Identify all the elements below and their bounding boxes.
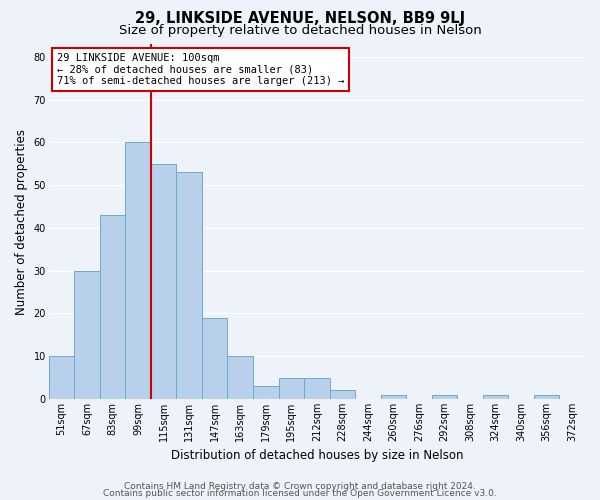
Bar [380, 394, 406, 399]
Text: 29 LINKSIDE AVENUE: 100sqm
← 28% of detached houses are smaller (83)
71% of semi: 29 LINKSIDE AVENUE: 100sqm ← 28% of deta… [57, 53, 344, 86]
Bar [534, 394, 559, 399]
Bar [125, 142, 151, 399]
Bar [74, 270, 100, 399]
Bar [176, 172, 202, 399]
Y-axis label: Number of detached properties: Number of detached properties [15, 128, 28, 314]
Bar [253, 386, 278, 399]
Bar [278, 378, 304, 399]
Bar [151, 164, 176, 399]
Bar [49, 356, 74, 399]
Bar [432, 394, 457, 399]
Bar [329, 390, 355, 399]
Bar [304, 378, 329, 399]
Text: 29, LINKSIDE AVENUE, NELSON, BB9 9LJ: 29, LINKSIDE AVENUE, NELSON, BB9 9LJ [135, 11, 465, 26]
Bar [483, 394, 508, 399]
Text: Contains public sector information licensed under the Open Government Licence v3: Contains public sector information licen… [103, 489, 497, 498]
Text: Size of property relative to detached houses in Nelson: Size of property relative to detached ho… [119, 24, 481, 37]
Text: Contains HM Land Registry data © Crown copyright and database right 2024.: Contains HM Land Registry data © Crown c… [124, 482, 476, 491]
Bar [227, 356, 253, 399]
X-axis label: Distribution of detached houses by size in Nelson: Distribution of detached houses by size … [170, 450, 463, 462]
Bar [202, 318, 227, 399]
Bar [100, 215, 125, 399]
